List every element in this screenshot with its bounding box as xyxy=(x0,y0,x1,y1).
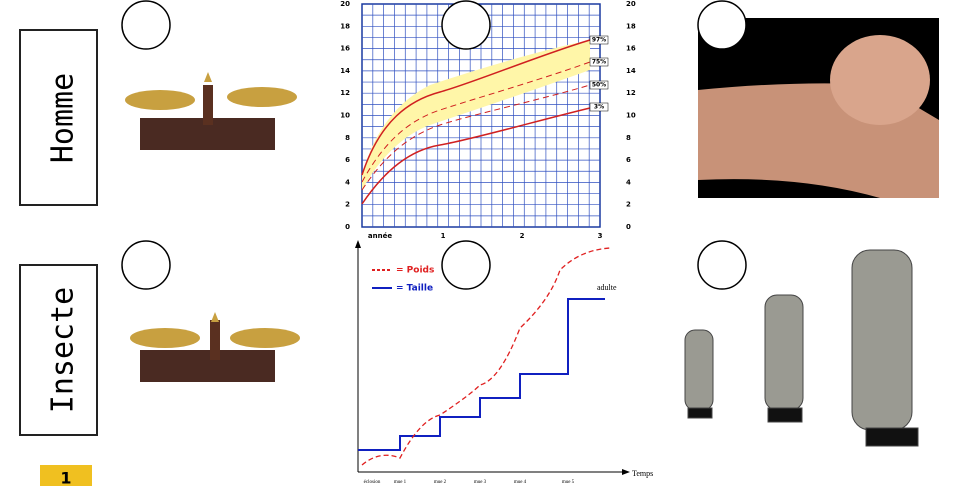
curve xyxy=(361,61,591,183)
percentile-box xyxy=(589,80,609,90)
axis-label: Temps xyxy=(632,469,653,478)
y-tick-label: 0 xyxy=(345,223,350,231)
x-tick-label: 3 xyxy=(598,232,603,240)
x-tick-label: mue 3 xyxy=(474,480,487,485)
x-tick-label: mue 1 xyxy=(394,480,407,485)
x-tick-label: 1 xyxy=(441,232,446,240)
curve xyxy=(361,39,591,176)
x-tick-label: année xyxy=(368,232,392,240)
y-tick-label: 4 xyxy=(626,178,631,186)
x-tick-label: mue 4 xyxy=(514,480,527,485)
label-box xyxy=(19,29,98,206)
y-tick-label: 10 xyxy=(626,112,636,120)
y-tick-label: 4 xyxy=(345,178,350,186)
y-tick-label: 8 xyxy=(345,134,350,142)
curve xyxy=(361,107,591,205)
step-icon xyxy=(40,465,92,486)
y-tick-label: 16 xyxy=(340,45,350,53)
row-label: Homme xyxy=(46,73,81,163)
y-tick-label: 20 xyxy=(340,0,350,8)
y-tick-label: 20 xyxy=(626,0,636,8)
curve xyxy=(361,84,591,191)
skin-photo xyxy=(698,18,939,198)
row-label: Insecte xyxy=(46,287,81,413)
percentile-label: 75% xyxy=(592,59,606,66)
y-tick-label: 8 xyxy=(626,134,631,142)
legend-label: = Poids xyxy=(396,266,434,276)
y-tick-label: 0 xyxy=(626,223,631,231)
balance-image xyxy=(130,312,300,382)
y-tick-label: 6 xyxy=(626,156,631,164)
y-tick-label: 18 xyxy=(340,22,350,30)
x-tick-label: mue 2 xyxy=(434,480,447,485)
answer-circle[interactable] xyxy=(697,0,747,50)
label-box xyxy=(19,264,98,436)
percentile-box xyxy=(589,57,609,67)
y-tick-label: 12 xyxy=(340,89,350,97)
answer-circles xyxy=(121,0,747,290)
step-number: 1 xyxy=(60,469,71,487)
y-tick-label: 2 xyxy=(626,201,631,209)
legend-label: = Taille xyxy=(396,284,433,294)
percentile-label: 3% xyxy=(594,104,604,111)
answer-circle[interactable] xyxy=(441,0,491,50)
y-tick-label: 6 xyxy=(345,156,350,164)
curve xyxy=(358,298,605,451)
x-tick-label: 2 xyxy=(520,232,525,240)
answer-circle[interactable] xyxy=(121,0,171,50)
y-tick-label: 18 xyxy=(626,22,636,30)
percentile-label: 50% xyxy=(592,82,606,89)
x-tick-label: éclosion xyxy=(364,480,381,485)
answer-circle[interactable] xyxy=(121,240,171,290)
percentile-box xyxy=(589,102,609,112)
x-tick-label: mue 5 xyxy=(562,480,575,485)
y-tick-label: 12 xyxy=(626,89,636,97)
y-tick-label: 16 xyxy=(626,45,636,53)
y-tick-label: 14 xyxy=(340,67,350,75)
answer-circle[interactable] xyxy=(697,240,747,290)
knights-image xyxy=(684,249,919,447)
curve xyxy=(361,247,611,466)
y-tick-label: 2 xyxy=(345,201,350,209)
stage-label: adulte xyxy=(597,283,617,292)
insect-chart: = Poids = Taille adulte Temps éclosion mue 1 m… xyxy=(355,240,653,485)
y-tick-label: 14 xyxy=(626,67,636,75)
percentile-label: 97% xyxy=(592,37,606,44)
percentile-box xyxy=(589,35,609,45)
balance-image xyxy=(125,72,297,150)
answer-circle[interactable] xyxy=(441,240,491,290)
y-tick-label: 10 xyxy=(340,112,350,120)
